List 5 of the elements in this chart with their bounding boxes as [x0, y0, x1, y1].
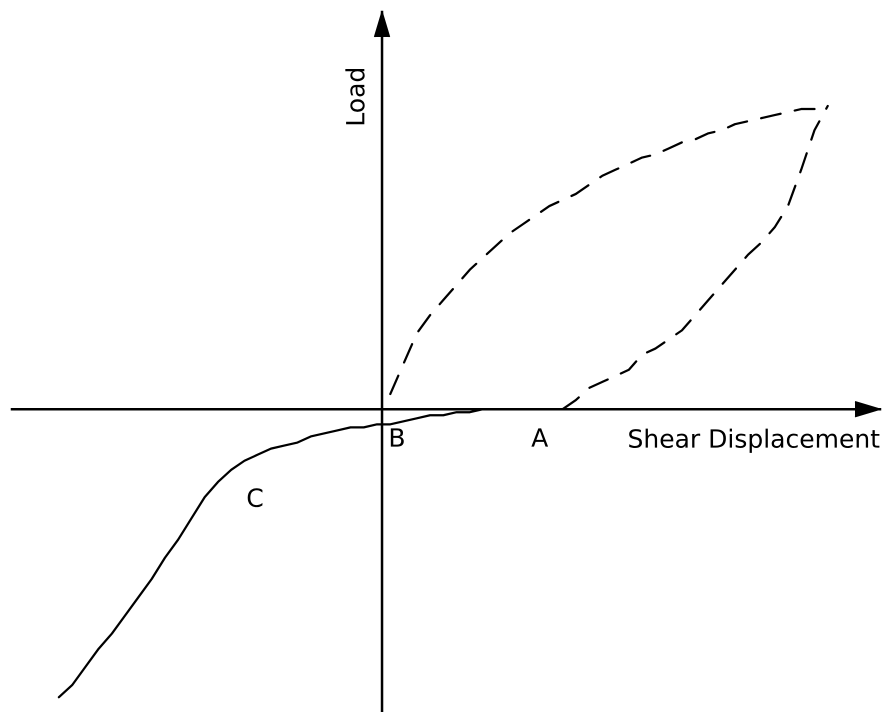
x-axis-title: Shear Displacement: [629, 428, 880, 453]
y-axis-title: Load: [345, 68, 365, 124]
annotation: B: [390, 428, 404, 447]
annotation: A: [531, 428, 548, 447]
annotation: C: [248, 488, 262, 508]
